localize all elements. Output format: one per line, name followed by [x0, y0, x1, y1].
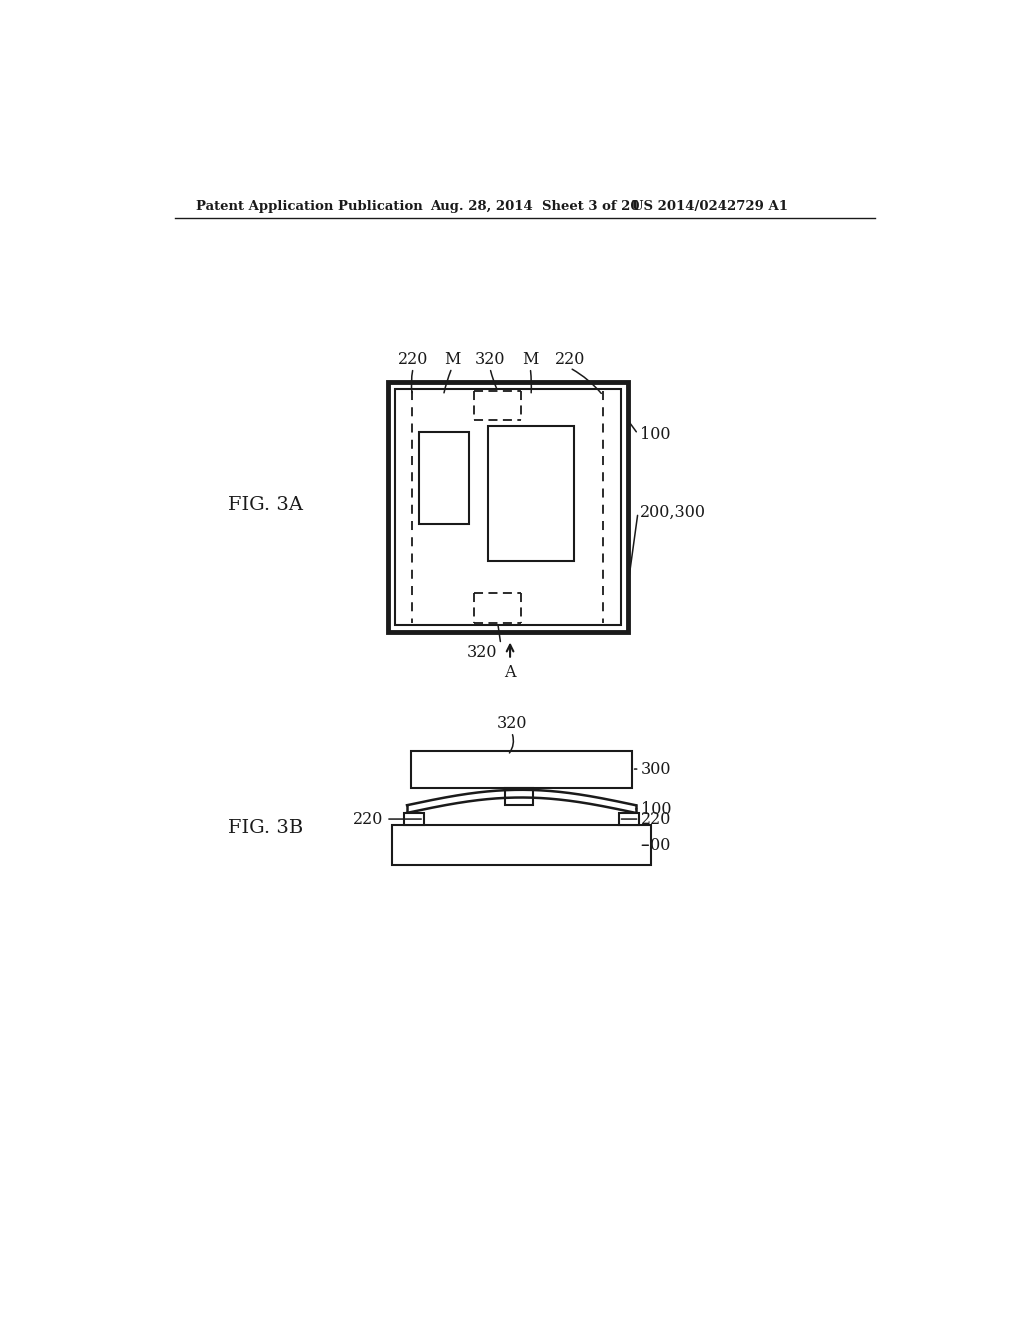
Text: 300: 300 [641, 762, 672, 779]
Text: 320: 320 [497, 715, 527, 733]
Bar [391, 825, 651, 866]
Text: 100: 100 [640, 425, 670, 442]
Text: M: M [443, 351, 460, 368]
Text: 220: 220 [398, 351, 428, 368]
Text: 320: 320 [475, 351, 505, 368]
Text: 320: 320 [467, 644, 498, 661]
Bar [506, 788, 534, 805]
Text: A: A [505, 664, 516, 681]
Text: 220: 220 [555, 351, 585, 368]
Bar [618, 813, 639, 825]
Text: FIG. 3B: FIG. 3B [228, 820, 303, 837]
Text: 200: 200 [641, 837, 672, 854]
Text: US 2014/0242729 A1: US 2014/0242729 A1 [632, 199, 787, 213]
Bar [403, 813, 424, 825]
Bar [419, 432, 469, 524]
Text: 100: 100 [641, 800, 672, 817]
Bar [388, 381, 628, 632]
Text: Patent Application Publication: Patent Application Publication [197, 199, 423, 213]
Text: 220: 220 [641, 810, 672, 828]
Text: 200,300: 200,300 [640, 504, 706, 521]
Bar [394, 388, 621, 626]
Text: 220: 220 [353, 810, 384, 828]
Bar [488, 426, 573, 561]
Text: FIG. 3A: FIG. 3A [228, 496, 303, 513]
Bar [411, 751, 632, 788]
Text: Aug. 28, 2014  Sheet 3 of 20: Aug. 28, 2014 Sheet 3 of 20 [430, 199, 640, 213]
Text: M: M [522, 351, 539, 368]
